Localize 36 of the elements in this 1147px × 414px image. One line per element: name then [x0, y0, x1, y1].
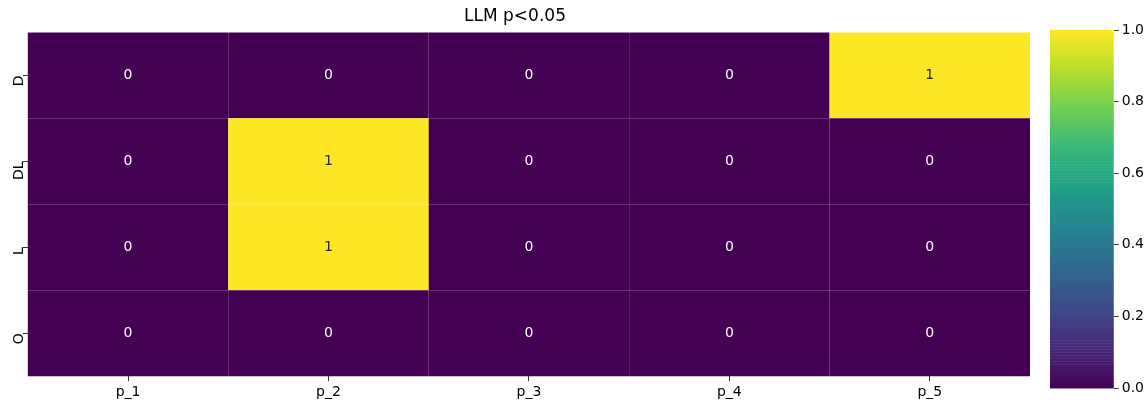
data-label: 0: [524, 237, 534, 254]
data-label: 0: [123, 151, 133, 168]
data-label: 0: [724, 237, 734, 254]
data-label: 0: [324, 323, 333, 340]
data-label: 0: [724, 323, 734, 340]
y-tick-label: O: [10, 333, 27, 345]
data-label: 0: [123, 323, 133, 340]
x-tick-label: p_5: [917, 383, 943, 400]
x-tick-label: p_3: [516, 383, 542, 400]
color-bar-label: 0.0: [1121, 378, 1144, 395]
color-bar-label: 0.2: [1121, 307, 1144, 324]
color-bar-label: 0.6: [1121, 163, 1145, 180]
data-label: 0: [925, 237, 935, 254]
data-label: 0: [925, 151, 935, 168]
data-label: 1: [324, 151, 333, 168]
data-label: 0: [123, 66, 133, 83]
y-tick-label: L: [10, 247, 27, 256]
y-tick-label: D: [10, 75, 27, 87]
x-tick-label: p_1: [115, 383, 141, 400]
x-tick-label: p_2: [316, 383, 341, 400]
data-label: 0: [724, 151, 734, 168]
data-label: 0: [324, 66, 333, 83]
color-bar-label: 1.0: [1121, 20, 1144, 37]
x-tick-label: p_4: [716, 383, 742, 400]
color-bar-label: 0.4: [1121, 235, 1145, 252]
data-label: 1: [324, 237, 333, 254]
data-label: 0: [724, 66, 734, 83]
y-tick-label: DL: [10, 161, 27, 180]
data-label: 0: [925, 323, 935, 340]
data-label: 0: [123, 237, 133, 254]
data-label: 0: [524, 151, 534, 168]
data-label: 0: [524, 66, 534, 83]
data-label: 0: [524, 323, 534, 340]
color-bar-label: 0.8: [1121, 92, 1144, 109]
data-label: 1: [925, 66, 935, 83]
chart-title: LLM p<0.05: [464, 4, 566, 25]
